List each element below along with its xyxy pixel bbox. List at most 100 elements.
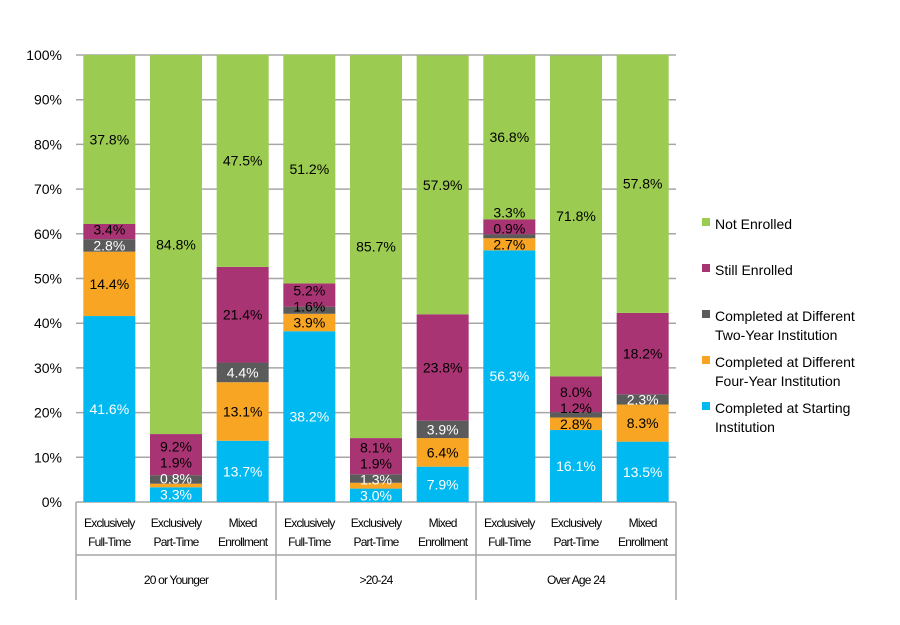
bar-segment <box>216 382 269 441</box>
data-label: 3.4% <box>93 221 125 237</box>
bar-segment <box>416 55 469 315</box>
bar-segment <box>216 440 269 502</box>
bar-segment <box>483 238 536 251</box>
data-label: 14.4% <box>89 276 129 292</box>
bar-segment <box>416 466 469 502</box>
y-tick-label: 0% <box>42 494 62 510</box>
bar-segment <box>616 404 669 442</box>
data-label: 56.3% <box>489 368 529 384</box>
data-label: 84.8% <box>156 237 196 253</box>
data-label: 71.8% <box>556 208 596 224</box>
legend-label: Completed at Different <box>715 354 855 370</box>
data-label: 47.5% <box>223 153 263 169</box>
category-label: Exclusively <box>84 516 135 530</box>
bar-segment <box>416 420 469 439</box>
legend-label: Institution <box>715 419 775 435</box>
data-label: 8.3% <box>627 415 659 431</box>
data-label: 3.0% <box>360 487 392 503</box>
data-label: 5.2% <box>293 283 325 299</box>
bar-segment <box>150 55 202 435</box>
group-label: Over Age 24 <box>547 573 606 587</box>
data-label: 3.3% <box>160 487 192 503</box>
data-label: 3.9% <box>427 421 459 437</box>
data-label: 23.8% <box>423 359 463 375</box>
y-tick-label: 10% <box>34 449 62 465</box>
bar-segment <box>616 54 669 313</box>
bar-segment <box>150 434 202 476</box>
category-label: Exclusively <box>351 516 402 530</box>
bar-segment <box>616 394 669 405</box>
bar-segment <box>283 54 336 284</box>
data-label: 2.3% <box>627 391 659 407</box>
category-label: Enrollment <box>418 535 469 549</box>
category-label: Exclusively <box>484 516 535 530</box>
bar-segment <box>283 313 336 332</box>
category-label: Part-Time <box>353 535 399 549</box>
bar-segment <box>483 219 536 235</box>
legend-swatch <box>702 402 710 410</box>
bar-segment <box>550 376 602 413</box>
bar-segment <box>83 316 136 502</box>
bar-segment <box>350 482 402 489</box>
legend-label: Completed at Different <box>715 308 855 324</box>
data-label: 36.8% <box>489 129 529 145</box>
bar-segment <box>83 251 136 317</box>
category-label: Enrollment <box>618 535 669 549</box>
data-label: 4.4% <box>227 364 259 380</box>
data-label: 0.9% <box>493 220 525 236</box>
bar-segment <box>350 55 402 439</box>
legend-label: Four-Year Institution <box>715 373 841 389</box>
data-label: 13.1% <box>223 403 263 419</box>
data-label: 13.7% <box>223 463 263 479</box>
data-label: 1.3% <box>360 471 392 487</box>
category-label: Full-Time <box>88 535 131 549</box>
data-label: 2.8% <box>93 237 125 253</box>
data-label: 1.9% <box>360 455 392 471</box>
bar-segment <box>550 412 602 418</box>
bar-segment <box>283 306 336 314</box>
data-label: 16.1% <box>556 458 596 474</box>
data-label: 0.8% <box>160 471 192 487</box>
data-label: 2.8% <box>560 416 592 432</box>
bar-segment <box>416 314 469 421</box>
category-label: Full-Time <box>488 535 531 549</box>
bar-segment <box>550 417 602 431</box>
category-label: Mixed <box>429 516 457 530</box>
data-label: 21.4% <box>223 307 263 323</box>
bar-segment <box>83 223 136 240</box>
category-label: Mixed <box>229 516 257 530</box>
bar-segment <box>150 475 202 484</box>
data-label: 85.7% <box>356 239 396 255</box>
legend-label: Still Enrolled <box>715 262 793 278</box>
category-label: Part-Time <box>553 535 599 549</box>
legend-swatch <box>702 310 710 318</box>
data-label: 57.8% <box>623 176 663 192</box>
data-label: 51.2% <box>289 161 329 177</box>
y-tick-label: 80% <box>34 136 62 152</box>
legend-label: Two-Year Institution <box>715 327 837 343</box>
group-label: 20 or Younger <box>144 573 209 587</box>
data-label: 18.2% <box>623 346 663 362</box>
bar-segment <box>483 55 536 220</box>
legend-swatch <box>702 218 710 226</box>
y-tick-label: 30% <box>34 360 62 376</box>
bar-segment <box>216 362 269 383</box>
category-label: Enrollment <box>218 535 269 549</box>
y-tick-label: 70% <box>34 181 62 197</box>
data-label: 13.5% <box>623 464 663 480</box>
category-label: Exclusively <box>151 516 202 530</box>
bar-segment <box>83 55 136 224</box>
data-label: 3.9% <box>293 315 325 331</box>
bar-segment <box>83 239 136 252</box>
bar-segment <box>150 483 202 488</box>
data-label: 8.1% <box>360 439 392 455</box>
bar-segment <box>416 438 469 467</box>
group-label: >20-24 <box>360 573 394 587</box>
bar-segment <box>216 54 269 267</box>
data-label: 37.8% <box>89 131 129 147</box>
data-label: 1.6% <box>293 299 325 315</box>
data-label: 38.2% <box>289 409 329 425</box>
y-tick-label: 90% <box>34 92 62 108</box>
bar-segment <box>550 430 602 502</box>
legend-swatch <box>702 264 710 272</box>
